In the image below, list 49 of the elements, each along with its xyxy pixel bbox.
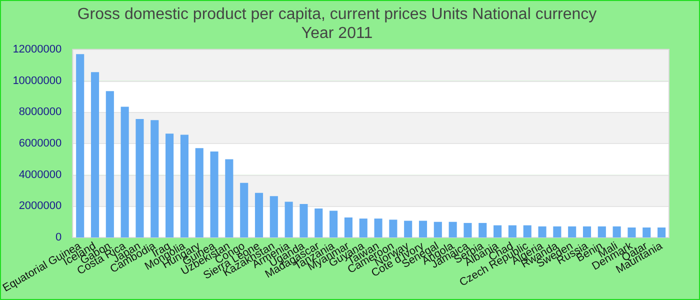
bar bbox=[628, 228, 636, 238]
bar bbox=[180, 134, 188, 238]
bar bbox=[270, 196, 278, 238]
bar bbox=[120, 106, 129, 238]
bar bbox=[106, 91, 114, 238]
bar bbox=[314, 208, 323, 238]
y-tick-label: 12000000 bbox=[12, 43, 62, 56]
bar bbox=[494, 225, 502, 238]
chart-subtitle: Year 2011 bbox=[301, 25, 373, 42]
chart-title: Gross domestic product per capita, current prices Units National currency bbox=[77, 6, 597, 24]
y-tick-label: 2000000 bbox=[18, 200, 62, 212]
bar bbox=[658, 228, 666, 238]
bar bbox=[448, 222, 457, 238]
bar bbox=[434, 222, 442, 238]
bar bbox=[374, 218, 382, 238]
bar bbox=[418, 220, 428, 238]
y-tick-label: 0 bbox=[56, 232, 62, 244]
bar bbox=[523, 225, 532, 238]
bar bbox=[582, 226, 592, 238]
bar bbox=[612, 226, 621, 238]
bar bbox=[404, 220, 412, 238]
bar bbox=[330, 210, 338, 238]
bar bbox=[598, 226, 606, 238]
bar bbox=[150, 120, 159, 238]
y-tick-label: 10000000 bbox=[12, 74, 62, 87]
y-tick-label: 4000000 bbox=[18, 168, 62, 181]
bar bbox=[210, 151, 218, 238]
bar bbox=[225, 159, 234, 238]
bar bbox=[90, 72, 100, 238]
bar bbox=[344, 217, 352, 238]
bar bbox=[359, 218, 368, 238]
bar bbox=[553, 226, 562, 238]
bar bbox=[240, 182, 248, 238]
bar bbox=[464, 222, 472, 238]
bar bbox=[166, 134, 174, 238]
bar bbox=[538, 226, 546, 238]
bar bbox=[642, 228, 651, 238]
bar bbox=[76, 54, 84, 238]
bar bbox=[478, 222, 487, 238]
bar bbox=[300, 204, 308, 238]
bar bbox=[195, 148, 204, 238]
bar bbox=[568, 226, 576, 238]
bar bbox=[136, 119, 144, 238]
bar bbox=[254, 192, 264, 238]
bar bbox=[389, 220, 398, 238]
y-tick-label: 8000000 bbox=[18, 106, 62, 118]
bar bbox=[508, 225, 516, 238]
bar bbox=[284, 202, 293, 238]
y-tick-label: 6000000 bbox=[18, 138, 62, 150]
